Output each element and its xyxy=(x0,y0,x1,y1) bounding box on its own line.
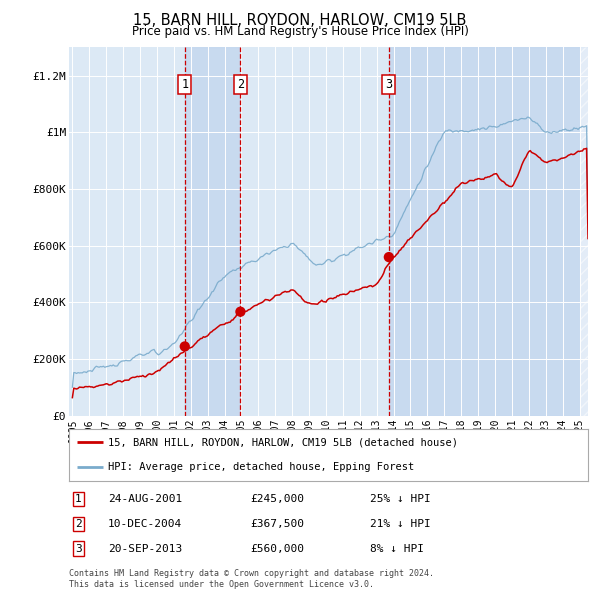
Text: £245,000: £245,000 xyxy=(251,494,305,504)
Text: 2: 2 xyxy=(75,519,82,529)
Text: £367,500: £367,500 xyxy=(251,519,305,529)
Text: 3: 3 xyxy=(75,544,82,553)
Bar xyxy=(389,47,588,416)
Text: HPI: Average price, detached house, Epping Forest: HPI: Average price, detached house, Eppi… xyxy=(108,463,414,473)
Point xyxy=(180,342,190,351)
Text: 3: 3 xyxy=(385,77,392,91)
Text: 25% ↓ HPI: 25% ↓ HPI xyxy=(370,494,431,504)
Text: 1: 1 xyxy=(181,77,188,91)
Text: 20-SEP-2013: 20-SEP-2013 xyxy=(108,544,182,553)
Bar xyxy=(185,47,241,416)
Point xyxy=(236,307,245,316)
Text: 15, BARN HILL, ROYDON, HARLOW, CM19 5LB: 15, BARN HILL, ROYDON, HARLOW, CM19 5LB xyxy=(133,13,467,28)
Point xyxy=(384,253,394,262)
Text: 2: 2 xyxy=(237,77,244,91)
Text: 8% ↓ HPI: 8% ↓ HPI xyxy=(370,544,424,553)
Text: £560,000: £560,000 xyxy=(251,544,305,553)
Text: 1: 1 xyxy=(75,494,82,504)
Text: 15, BARN HILL, ROYDON, HARLOW, CM19 5LB (detached house): 15, BARN HILL, ROYDON, HARLOW, CM19 5LB … xyxy=(108,437,458,447)
Bar xyxy=(580,47,588,416)
Text: Price paid vs. HM Land Registry's House Price Index (HPI): Price paid vs. HM Land Registry's House … xyxy=(131,25,469,38)
Text: 21% ↓ HPI: 21% ↓ HPI xyxy=(370,519,431,529)
Text: 10-DEC-2004: 10-DEC-2004 xyxy=(108,519,182,529)
Text: 24-AUG-2001: 24-AUG-2001 xyxy=(108,494,182,504)
Text: Contains HM Land Registry data © Crown copyright and database right 2024.
This d: Contains HM Land Registry data © Crown c… xyxy=(69,569,434,589)
